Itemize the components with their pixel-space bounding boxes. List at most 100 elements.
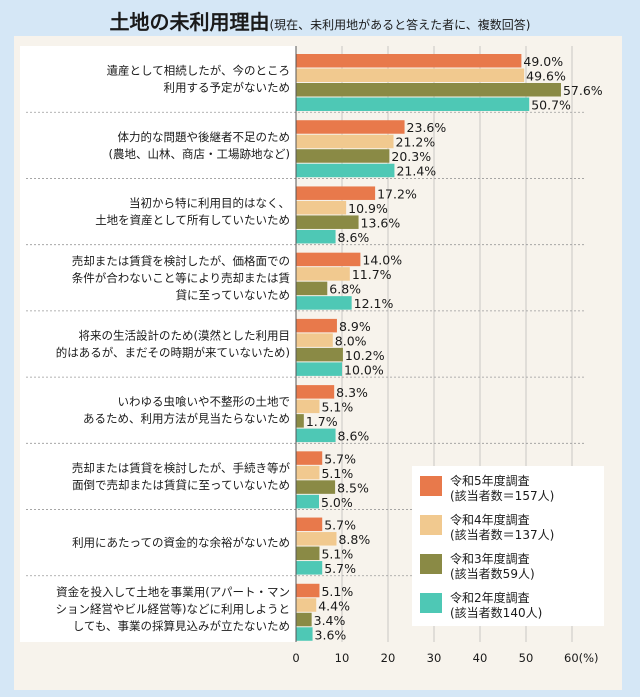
category-label: 貸に至っていないため xyxy=(176,288,290,302)
data-label: 21.4% xyxy=(396,164,436,179)
category-column xyxy=(20,46,296,642)
data-label: 4.4% xyxy=(318,598,350,613)
legend-note: (該当者数59人) xyxy=(450,566,535,581)
bar xyxy=(296,54,522,68)
chart-title-row: 土地の未利用理由(現在、未利用地があると答えた者に、複数回答) xyxy=(0,6,640,35)
bar xyxy=(296,561,323,575)
bar xyxy=(296,215,359,229)
x-tick-label: 20 xyxy=(381,651,396,665)
bar xyxy=(296,163,395,178)
data-label: 6.8% xyxy=(329,282,361,297)
bar xyxy=(296,333,333,347)
category-label: いわゆる虫喰いや不整形の土地で xyxy=(118,395,291,409)
data-label: 5.1% xyxy=(321,466,353,481)
legend-label: 令和5年度調査 xyxy=(450,473,530,488)
bar xyxy=(296,149,390,163)
data-label: 5.0% xyxy=(321,495,353,510)
data-label: 23.6% xyxy=(407,120,447,135)
data-label: 3.6% xyxy=(315,627,347,642)
category-label: 遺産として相続したが、今のところ xyxy=(107,64,290,78)
data-label: 57.6% xyxy=(563,83,603,98)
data-label: 5.7% xyxy=(324,451,356,466)
data-label: 10.0% xyxy=(344,362,384,377)
data-label: 5.7% xyxy=(324,518,356,533)
data-label: 5.7% xyxy=(324,561,356,576)
bar xyxy=(296,186,376,200)
category-label: 資金を投入して土地を事業用(アパート・マン xyxy=(56,585,290,599)
x-tick-label: 50 xyxy=(519,651,534,665)
bar xyxy=(296,200,347,215)
chart-subtitle: (現在、未利用地があると答えた者に、複数回答) xyxy=(269,18,531,32)
legend-label: 令和4年度調査 xyxy=(450,512,530,527)
data-label: 10.2% xyxy=(345,348,385,363)
data-label: 17.2% xyxy=(377,186,417,201)
category-label: 体力的な問題や後継者不足のため xyxy=(118,130,291,144)
bar xyxy=(296,428,336,443)
category-label: あるため、利用方法が見当たらないため xyxy=(83,412,290,426)
legend-swatch xyxy=(420,554,442,574)
x-tick-label: 40 xyxy=(473,651,488,665)
category-label: 将来の生活設計のため(漠然とした利用目 xyxy=(79,329,290,343)
data-label: 8.9% xyxy=(339,319,371,334)
category-label: 条件が合わないこと等により売却または賃 xyxy=(72,271,290,285)
bar xyxy=(296,318,337,333)
bar xyxy=(296,229,336,244)
legend-note: (該当者数＝137人) xyxy=(450,527,554,542)
bar xyxy=(296,494,319,509)
x-tick-label: 0 xyxy=(292,651,299,665)
bar xyxy=(296,451,323,465)
bar xyxy=(296,267,350,281)
bar xyxy=(296,134,394,149)
bar xyxy=(296,598,317,612)
bar xyxy=(296,583,320,598)
legend-note: (該当者数＝157人) xyxy=(450,488,554,503)
x-tick-label: 10 xyxy=(335,651,350,665)
x-tick-label: 60(%) xyxy=(564,651,599,665)
data-label: 1.7% xyxy=(306,414,338,429)
bar xyxy=(296,68,525,82)
data-label: 5.1% xyxy=(321,584,353,599)
data-label: 8.3% xyxy=(336,385,368,400)
category-label: しても、事業の採算見込みが立たないため xyxy=(73,619,290,633)
legend-label: 令和3年度調査 xyxy=(450,551,530,566)
bar xyxy=(296,465,320,480)
category-label: 的はあるが、まだその時期が来ていないため) xyxy=(56,346,290,360)
bar xyxy=(296,252,361,267)
category-label: ション経営やビル経営等)などに利用しようと xyxy=(56,602,290,616)
data-label: 13.6% xyxy=(361,215,401,230)
bar xyxy=(296,612,312,627)
bar xyxy=(296,97,530,111)
bar xyxy=(296,627,313,641)
category-label: (農地、山林、商店・工場跡地など) xyxy=(109,147,290,161)
bar xyxy=(296,362,342,376)
bar xyxy=(296,532,337,546)
category-label: 土地を資産として所有していたいため xyxy=(95,213,290,227)
data-label: 5.1% xyxy=(321,400,353,415)
bar xyxy=(296,296,352,310)
data-label: 21.2% xyxy=(396,135,436,150)
data-label: 8.0% xyxy=(335,333,367,348)
category-label: 売却または賃貸を検討したが、手続き等が xyxy=(72,461,291,475)
bar xyxy=(296,546,320,561)
bar xyxy=(296,347,343,362)
data-label: 49.6% xyxy=(526,69,566,84)
data-label: 8.6% xyxy=(338,429,370,444)
data-label: 8.8% xyxy=(338,532,370,547)
category-label: 売却または賃貸を検討したが、価格面での xyxy=(72,254,290,268)
data-label: 8.5% xyxy=(337,480,369,495)
bar xyxy=(296,120,405,134)
bar xyxy=(296,281,328,296)
data-label: 8.6% xyxy=(338,230,370,245)
category-label: 当初から特に利用目的はなく、 xyxy=(129,196,290,210)
bar xyxy=(296,399,320,414)
data-label: 14.0% xyxy=(362,253,402,268)
bar xyxy=(296,385,335,399)
legend-swatch xyxy=(420,593,442,613)
legend-label: 令和2年度調査 xyxy=(450,590,530,605)
category-label: 面倒で売却または賃貸に至っていないため xyxy=(72,478,290,492)
data-label: 5.1% xyxy=(321,547,353,562)
bar xyxy=(296,480,336,494)
bar xyxy=(296,517,323,532)
data-label: 10.9% xyxy=(348,201,388,216)
